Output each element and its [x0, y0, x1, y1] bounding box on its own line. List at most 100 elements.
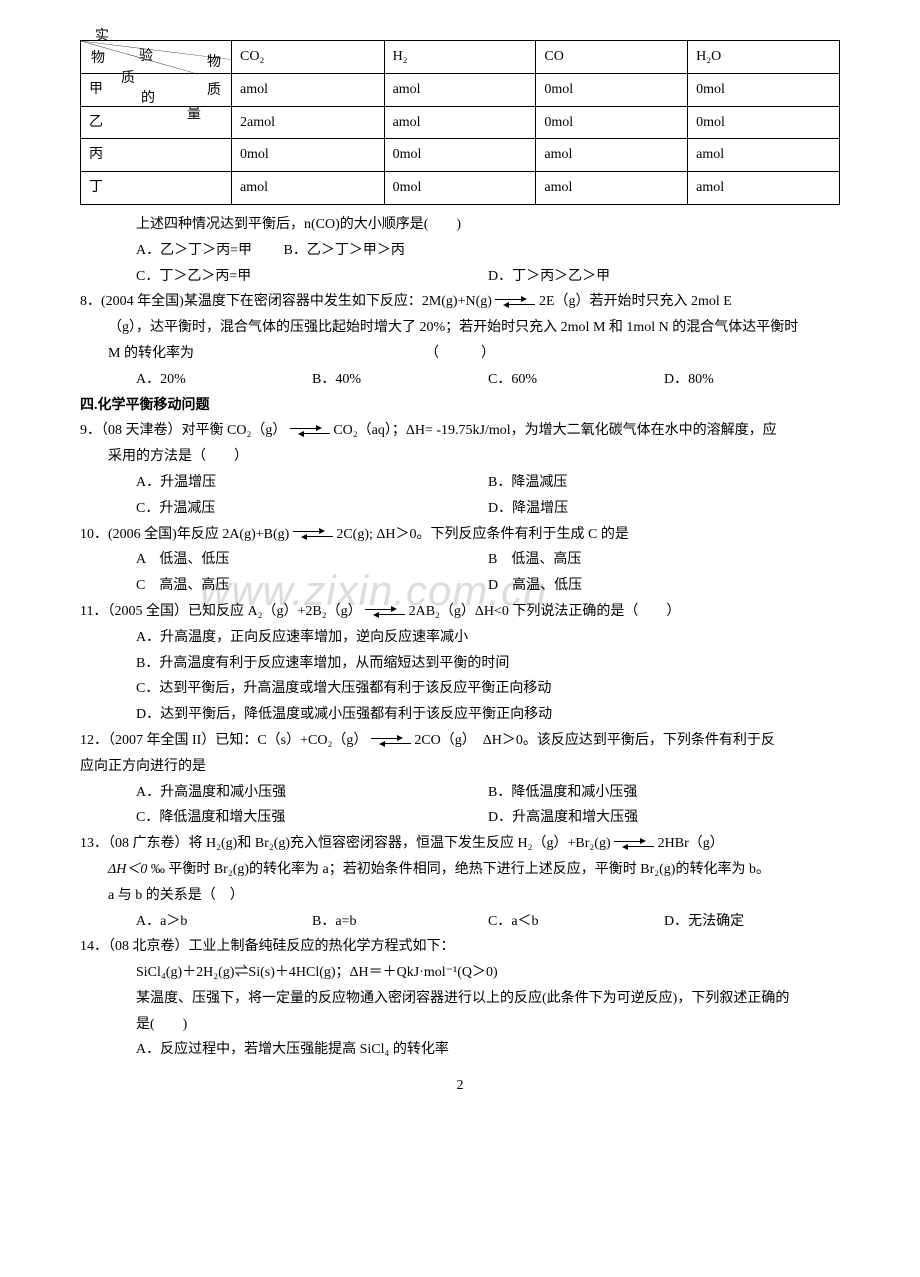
question-text: 上述四种情况达到平衡后，n(CO)的大小顺序是( ) [80, 213, 840, 237]
q9-line2: 采用的方法是（ ） [80, 445, 840, 469]
diag-label: 质 [121, 67, 135, 91]
table-header: H₂O [688, 41, 840, 74]
cell: amol [688, 139, 840, 172]
row-label: 丁 [81, 172, 232, 205]
options-row: A．乙＞丁＞丙=甲 B．乙＞丁＞甲＞丙 [80, 239, 840, 263]
cell: amol [384, 73, 536, 106]
option-b: B．乙＞丁＞甲＞丙 [284, 243, 405, 258]
options-row: C．升温减压 D．降温增压 [80, 497, 840, 521]
cell: 0mol [688, 73, 840, 106]
cell: amol [384, 106, 536, 139]
option-c: C．降低温度和增大压强 [136, 806, 488, 830]
equilibrium-arrow-icon [614, 839, 654, 849]
options-row: C．丁＞乙＞丙=甲 D．丁＞丙＞乙＞甲 [80, 265, 840, 289]
cell: amol [232, 73, 385, 106]
cell: 0mol [536, 106, 688, 139]
option-d: D．80% [664, 368, 840, 392]
table-header: H₂ [384, 41, 536, 74]
option-c: C．达到平衡后，升高温度或增大压强都有利于该反应平衡正向移动 [80, 677, 840, 701]
equilibrium-arrow-icon [365, 607, 405, 617]
option-a: A．反应过程中，若增大压强能提高 SiCl₄ 的转化率 [80, 1038, 840, 1062]
options-row: A 低温、低压 B 低温、高压 [80, 548, 840, 572]
question-11: 11．（2005 全国）已知反应 A₂（g）+2B₂（g） 2AB₂（g）ΔH<… [80, 600, 840, 624]
option-c: C．升温减压 [136, 497, 488, 521]
q8-text: 8．(2004 年全国)某温度下在密闭容器中发生如下反应：2M(g)+N(g) [80, 294, 495, 309]
options-row: A．升高温度和减小压强 B．降低温度和减小压强 [80, 781, 840, 805]
option-a: A．升高温度，正向反应速率增加，逆向反应速率减小 [80, 626, 840, 650]
option-b: B．降低温度和减小压强 [488, 781, 840, 805]
substance-table: 物 质 物 的 质 实 量 验 CO₂ H₂ CO H₂O 甲 amol amo… [80, 40, 840, 205]
row-label: 丙 [81, 139, 232, 172]
table-row: 丙 0mol 0mol amol amol [81, 139, 840, 172]
options-row: A．a＞b B．a=b C．a＜b D．无法确定 [80, 910, 840, 934]
table-row: 物 质 物 的 质 实 量 验 CO₂ H₂ CO H₂O [81, 41, 840, 74]
equilibrium-arrow-icon [290, 426, 330, 436]
cell: amol [688, 172, 840, 205]
option-c: C 高温、高压 [136, 574, 488, 598]
equilibrium-arrow-icon [371, 736, 411, 746]
question-9: 9．（08 天津卷）对平衡 CO₂（g） CO₂（aq）；ΔH= -19.75k… [80, 419, 840, 443]
option-b: B．升高温度有利于反应速率增加，从而缩短达到平衡的时间 [80, 652, 840, 676]
option-c: C．60% [488, 368, 664, 392]
diag-label: 的 [141, 87, 155, 111]
diag-label: 实 [95, 25, 109, 49]
option-c: C．a＜b [488, 910, 664, 934]
option-b: B．a=b [312, 910, 488, 934]
question-13: 13．（08 广东卷）将 H₂(g)和 Br₂(g)充入恒容密闭容器，恒温下发生… [80, 832, 840, 856]
diag-label: 物 [91, 47, 105, 71]
q14-equation: SiCl₄(g)＋2H₂(g)⇌Si(s)＋4HCl(g)；ΔH＝＋QkJ·mo… [80, 961, 840, 985]
diagonal-header-cell: 物 质 物 的 质 实 量 验 [81, 41, 232, 74]
option-d: D．无法确定 [664, 910, 840, 934]
option-a: A．a＞b [136, 910, 312, 934]
table-header: CO₂ [232, 41, 385, 74]
row-label: 乙 [81, 106, 232, 139]
section-4-title: 四.化学平衡移动问题 [80, 394, 840, 418]
diag-label: 物 [207, 51, 221, 75]
options-row: A．升温增压 B．降温减压 [80, 471, 840, 495]
option-b: B 低温、高压 [488, 548, 840, 572]
cell: amol [536, 172, 688, 205]
diag-label: 量 [187, 103, 201, 127]
q8-line2: （g），达平衡时，混合气体的压强比起始时增大了 20%；若开始时只充入 2mol… [80, 316, 840, 340]
table-row: 甲 amol amol 0mol 0mol [81, 73, 840, 106]
page-number: 2 [80, 1074, 840, 1098]
equilibrium-arrow-icon [293, 529, 333, 539]
option-a: A 低温、低压 [136, 548, 488, 572]
cell: 0mol [232, 139, 385, 172]
question-8: 8．(2004 年全国)某温度下在密闭容器中发生如下反应：2M(g)+N(g) … [80, 290, 840, 314]
cell: 0mol [384, 139, 536, 172]
option-a: A．乙＞丁＞丙=甲 [136, 243, 252, 258]
q8-text: 2E（g）若开始时只充入 2mol E [539, 294, 732, 309]
cell: 0mol [536, 73, 688, 106]
cell: 0mol [688, 106, 840, 139]
option-a: A．升温增压 [136, 471, 488, 495]
q8-line3: M 的转化率为 （ ） [80, 342, 840, 366]
q14-line3: 是( ) [80, 1013, 840, 1037]
option-d: D．升高温度和增大压强 [488, 806, 840, 830]
cell: amol [232, 172, 385, 205]
option-b: B．40% [312, 368, 488, 392]
q14-line2: 某温度、压强下，将一定量的反应物通入密闭容器进行以上的反应(此条件下为可逆反应)… [80, 987, 840, 1011]
cell: 0mol [384, 172, 536, 205]
option-a: A．20% [136, 368, 312, 392]
option-a: A．升高温度和减小压强 [136, 781, 488, 805]
options-row: A．20% B．40% C．60% D．80% [80, 368, 840, 392]
option-d: D．丁＞丙＞乙＞甲 [488, 265, 840, 289]
option-b: B．降温减压 [488, 471, 840, 495]
option-d: D．降温增压 [488, 497, 840, 521]
question-10: 10．(2006 全国)年反应 2A(g)+B(g) 2C(g); ΔH＞0。下… [80, 523, 840, 547]
q13-line3: a 与 b 的关系是（ ） [80, 884, 840, 908]
diag-label: 质 [207, 79, 221, 103]
option-c: C．丁＞乙＞丙=甲 [136, 265, 488, 289]
diag-label: 验 [139, 45, 153, 69]
question-12: 12．（2007 年全国 II）已知：C（s）+CO₂（g） 2CO（g） ΔH… [80, 729, 840, 753]
option-d: D．达到平衡后，降低温度或减小压强都有利于该反应平衡正向移动 [80, 703, 840, 727]
table-row: 丁 amol 0mol amol amol [81, 172, 840, 205]
options-row: C 高温、高压 D 高温、低压 [80, 574, 840, 598]
cell: 2amol [232, 106, 385, 139]
q12-line2: 应向正方向进行的是 [80, 755, 840, 779]
table-header: CO [536, 41, 688, 74]
equilibrium-arrow-icon [495, 297, 535, 307]
option-d: D 高温、低压 [488, 574, 840, 598]
options-row: C．降低温度和增大压强 D．升高温度和增大压强 [80, 806, 840, 830]
